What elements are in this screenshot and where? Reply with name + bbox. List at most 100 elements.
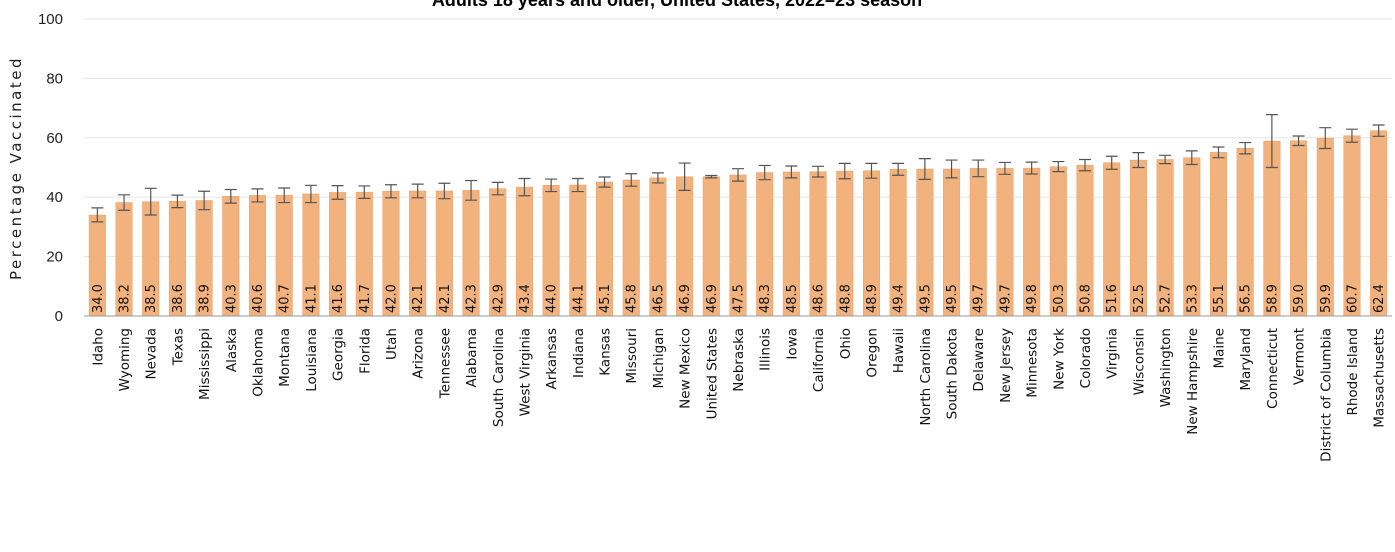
error-bar <box>1345 128 1358 143</box>
data-label: 44.1 <box>571 284 586 313</box>
bars <box>88 130 1388 317</box>
x-tick-label: Iowa <box>784 328 800 360</box>
chart-title: Adults 18 years and older, United States… <box>432 0 922 10</box>
y-tick-label: 100 <box>38 11 63 28</box>
x-tick-label: Oregon <box>864 328 880 378</box>
data-label: 34.0 <box>91 284 106 313</box>
error-bar <box>571 177 584 193</box>
y-axis-ticks: 0 20 40 60 80 100 <box>38 11 63 325</box>
data-label: 42.1 <box>411 284 426 313</box>
data-label: 48.8 <box>838 284 853 313</box>
error-bar <box>1239 141 1252 155</box>
x-tick-label: Colorado <box>1078 328 1094 388</box>
y-axis-label: Percentage Vaccinated <box>7 56 25 280</box>
x-tick-label: New Jersey <box>998 328 1014 403</box>
x-tick-label: Nebraska <box>731 328 747 392</box>
data-label: 44.0 <box>545 284 560 313</box>
error-bar <box>198 190 211 211</box>
data-label: 46.5 <box>651 284 666 313</box>
y-tick-label: 60 <box>46 130 63 147</box>
data-label: 42.0 <box>384 284 399 313</box>
data-label: 45.1 <box>598 284 613 313</box>
x-tick-label: Oklahoma <box>251 328 267 397</box>
data-label: 42.3 <box>465 284 480 313</box>
x-tick-label: Utah <box>384 328 400 360</box>
x-tick-label: Missouri <box>624 328 640 384</box>
error-bar <box>411 183 424 199</box>
x-tick-label: Virginia <box>1105 328 1121 379</box>
x-tick-label: New York <box>1051 328 1067 390</box>
x-tick-label: Massachusetts <box>1372 328 1388 428</box>
error-bar <box>545 178 558 193</box>
x-tick-label: Kansas <box>598 328 614 376</box>
data-label: 41.6 <box>331 284 346 313</box>
data-label: 41.7 <box>358 284 373 313</box>
x-tick-label: Alaska <box>224 328 240 372</box>
error-bar <box>1159 154 1172 165</box>
x-tick-label: Rhode Island <box>1345 328 1361 416</box>
data-label: 48.3 <box>758 284 773 313</box>
x-tick-label: Florida <box>357 328 373 374</box>
data-label: 52.7 <box>1159 284 1174 313</box>
error-bar <box>892 162 905 176</box>
x-tick-label: New Hampshire <box>1185 328 1201 435</box>
error-bar <box>1052 160 1065 173</box>
x-tick-label: Delaware <box>971 328 987 392</box>
error-bar <box>838 162 851 180</box>
data-label: 50.8 <box>1079 284 1094 313</box>
data-label: 40.3 <box>224 284 239 313</box>
error-bar <box>945 159 958 179</box>
data-label: 49.4 <box>892 284 907 313</box>
error-bar <box>144 187 157 216</box>
error-bar <box>598 176 611 188</box>
y-tick-label: 80 <box>46 70 63 87</box>
data-label: 62.4 <box>1372 284 1387 313</box>
data-labels: 34.0 38.2 38.5 38.6 38.9 40.3 40.6 40.7 41.1 41.6… <box>91 284 1387 313</box>
x-tick-label: Alabama <box>464 328 480 388</box>
error-bar <box>438 182 451 200</box>
error-bar <box>278 187 291 204</box>
x-tick-label: United States <box>704 328 720 419</box>
data-label: 59.0 <box>1292 284 1307 313</box>
x-tick-label: Wisconsin <box>1131 328 1147 395</box>
x-tick-label: Louisiana <box>304 328 320 392</box>
x-tick-label: Tennessee <box>437 328 453 399</box>
data-label: 49.5 <box>945 284 960 313</box>
error-bar <box>1372 124 1385 137</box>
data-label: 45.8 <box>625 284 640 313</box>
x-tick-label: West Virginia <box>517 328 533 416</box>
x-tick-label: New Mexico <box>678 328 694 409</box>
x-tick-label: Georgia <box>331 328 347 381</box>
data-label: 41.1 <box>304 284 319 313</box>
data-label: 50.3 <box>1052 284 1067 313</box>
x-tick-label: Arkansas <box>544 328 560 390</box>
error-bar <box>384 184 397 199</box>
data-label: 56.5 <box>1239 284 1254 313</box>
x-axis-ticks: Idaho Wyoming Nevada Texas Mississippi Alaska… <box>90 328 1387 462</box>
error-bar <box>865 162 878 179</box>
x-tick-label: Nevada <box>144 328 160 380</box>
data-label: 47.5 <box>732 284 747 313</box>
error-bar <box>651 172 664 184</box>
error-bars <box>91 114 1385 223</box>
error-bar <box>1212 146 1225 159</box>
data-label: 38.9 <box>198 284 213 313</box>
error-bar <box>1292 135 1305 147</box>
error-bar <box>251 188 264 203</box>
data-label: 38.2 <box>118 284 133 313</box>
x-tick-label: Vermont <box>1292 328 1308 385</box>
error-bar <box>1265 114 1278 169</box>
error-bar <box>518 177 531 197</box>
x-tick-label: Connecticut <box>1265 328 1281 409</box>
error-bar <box>1025 161 1038 175</box>
y-tick-label: 40 <box>46 189 63 206</box>
x-tick-label: North Carolina <box>918 328 934 426</box>
error-bar <box>785 165 798 179</box>
error-bar <box>91 207 104 223</box>
x-tick-label: South Dakota <box>945 328 961 419</box>
error-bar <box>732 168 744 182</box>
x-tick-label: Indiana <box>571 328 587 378</box>
error-bar <box>705 174 718 179</box>
error-bar <box>171 194 184 209</box>
data-label: 60.7 <box>1345 284 1360 313</box>
